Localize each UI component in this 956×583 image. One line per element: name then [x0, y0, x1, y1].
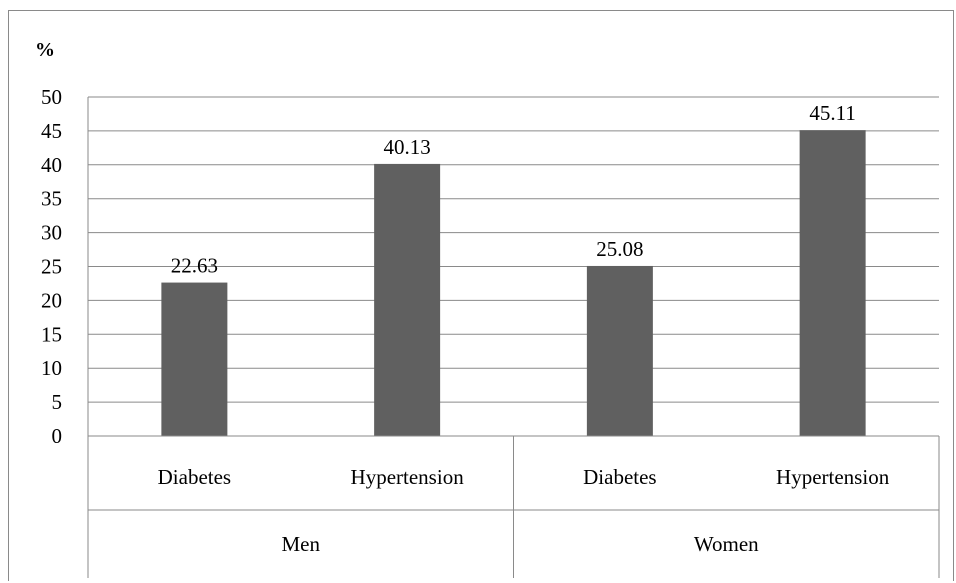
bars [161, 130, 866, 437]
y-axis-unit-label: % [35, 39, 55, 61]
x-category-label: Hypertension [776, 465, 890, 489]
y-tick-label: 30 [41, 221, 62, 245]
y-tick-label: 25 [41, 255, 62, 279]
y-tick-label: 0 [52, 424, 63, 448]
x-category-label: Diabetes [583, 465, 656, 489]
gridlines [88, 96, 939, 403]
y-tick-label: 35 [41, 187, 62, 211]
bar-value-label: 45.11 [809, 101, 855, 125]
x-category-label: Diabetes [158, 465, 231, 489]
labels: 0 5 10 15 20 25 30 35 40 45 50 22.63 Diabetes 40.13 Hy… [41, 85, 890, 556]
y-tick-label: 10 [41, 356, 62, 380]
y-tick-label: 50 [41, 85, 62, 109]
y-tick-label: 40 [41, 153, 62, 177]
bar-women-diabetes [586, 265, 653, 436]
bar-value-label: 22.63 [171, 254, 218, 278]
axes [87, 97, 940, 578]
bar-women-hypertension [799, 130, 866, 436]
bar-value-label: 25.08 [596, 237, 643, 261]
x-category-label: Hypertension [351, 465, 465, 489]
bar-value-label: 40.13 [384, 135, 431, 159]
y-tick-label: 20 [41, 288, 62, 312]
y-tick-label: 45 [41, 119, 62, 143]
x-group-label: Women [694, 532, 759, 556]
x-group-label: Men [282, 532, 321, 556]
bar-men-hypertension [374, 163, 441, 437]
y-tick-label: 15 [41, 322, 62, 346]
y-tick-label: 5 [52, 390, 63, 414]
bar-men-diabetes [161, 282, 228, 436]
